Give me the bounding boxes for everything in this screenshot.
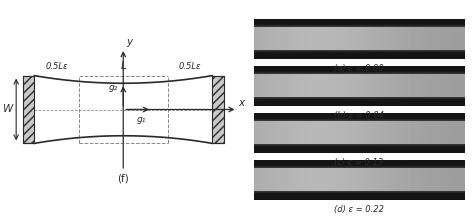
- Text: L: L: [120, 61, 126, 71]
- Text: (b) ε = 0.04: (b) ε = 0.04: [334, 111, 384, 120]
- Text: W: W: [2, 104, 13, 115]
- Text: (f): (f): [118, 174, 129, 184]
- Text: (c) ε = 0.13: (c) ε = 0.13: [335, 158, 383, 167]
- Text: (d) ε = 0.22: (d) ε = 0.22: [334, 205, 384, 214]
- Bar: [212, 76, 224, 143]
- Text: g₁: g₁: [137, 115, 146, 124]
- Bar: [23, 76, 35, 143]
- Text: g₂: g₂: [109, 83, 118, 92]
- Text: x: x: [238, 98, 245, 108]
- Text: 0.5Lε: 0.5Lε: [46, 62, 68, 71]
- Text: (a) ε = 0.00: (a) ε = 0.00: [334, 64, 384, 72]
- Text: 0.5Lε: 0.5Lε: [179, 62, 201, 71]
- Text: y: y: [127, 37, 133, 47]
